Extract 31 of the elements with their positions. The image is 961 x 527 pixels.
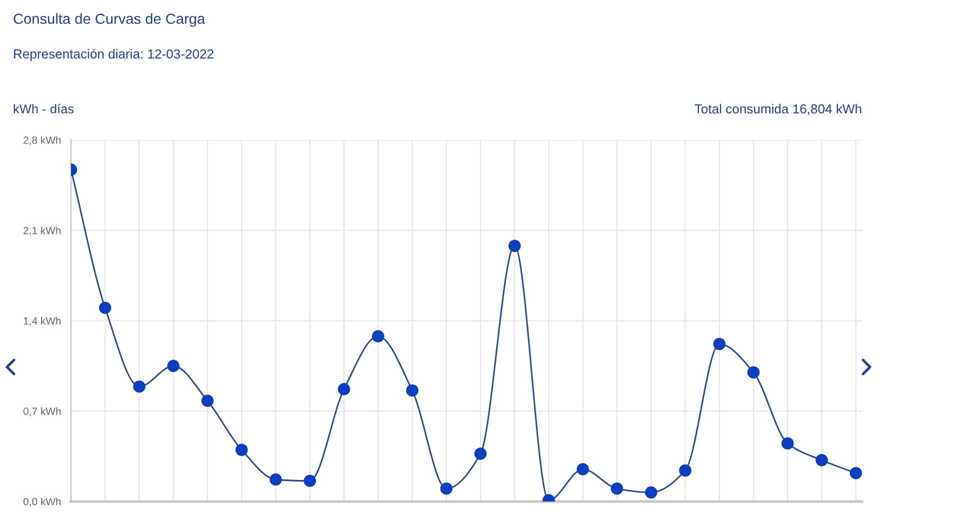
point [201, 394, 214, 407]
point [474, 448, 487, 460]
y-tick-label: 1,4 kWh [24, 316, 61, 326]
y-tick-label: 0,7 kWh [23, 407, 61, 416]
point [850, 466, 862, 480]
point [406, 384, 418, 397]
y-axis-title: kWh - días [14, 104, 74, 114]
point [644, 486, 658, 499]
y-tick-label: 0,0 kWh [23, 498, 61, 507]
point [713, 338, 726, 350]
point [338, 383, 350, 396]
point [576, 463, 589, 476]
point [98, 302, 112, 314]
point [372, 330, 384, 342]
point [747, 366, 760, 379]
point [610, 482, 624, 495]
point [133, 380, 146, 393]
point [235, 444, 248, 456]
chart-subtitle: Representación diaria: 12-03-2022 [14, 48, 214, 62]
point [304, 474, 316, 487]
point [816, 454, 828, 466]
point [781, 437, 794, 450]
point [679, 464, 692, 477]
chart-title: Consulta de Curvas de Carga [14, 13, 206, 27]
point [167, 360, 180, 372]
y-tick-label: 2,8 kWh [24, 136, 61, 146]
y-tick-label: 2,1 kWh [24, 226, 61, 236]
point [270, 473, 282, 486]
text: Total consumida 16,804 kWh [694, 104, 862, 116]
point [440, 482, 452, 495]
point [508, 240, 521, 252]
